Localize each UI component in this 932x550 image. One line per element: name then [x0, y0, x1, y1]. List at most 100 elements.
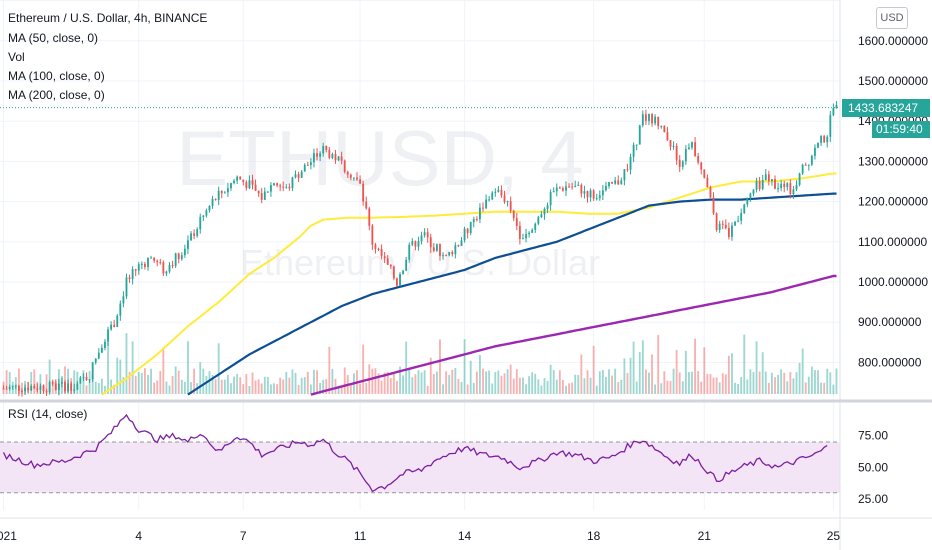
volume-bar	[205, 375, 208, 394]
candle-body	[8, 387, 11, 389]
candle-body	[617, 180, 620, 185]
volume-bar	[399, 366, 401, 394]
volume-bar	[820, 382, 823, 394]
volume-bar	[749, 369, 752, 394]
volume-bar	[832, 384, 835, 394]
volume-bar	[592, 345, 595, 394]
candle-body	[343, 160, 346, 172]
candle-body	[666, 132, 669, 141]
volume-bar	[752, 372, 755, 394]
volume-bar	[534, 373, 537, 394]
currency-button[interactable]: USD	[876, 7, 908, 29]
candle-body	[319, 153, 322, 157]
volume-bar	[359, 383, 361, 394]
volume-bar	[125, 333, 128, 394]
candle-body	[448, 251, 451, 256]
volume-bar	[276, 384, 279, 394]
candle-body	[577, 184, 580, 186]
volume-legend[interactable]: Vol	[8, 50, 25, 64]
volume-bar	[543, 378, 546, 394]
volume-bar	[503, 373, 506, 394]
candle-body	[122, 296, 125, 304]
volume-bar	[721, 373, 724, 394]
volume-bar	[306, 371, 309, 394]
volume-bar	[589, 377, 592, 394]
ma50-legend[interactable]: MA (50, close, 0)	[8, 31, 99, 45]
bar-countdown-label: 01:59:40	[872, 121, 930, 138]
candle-body	[70, 383, 73, 391]
current-price-label: 1433.683247	[842, 99, 930, 117]
volume-bar	[128, 371, 131, 394]
candle-body	[165, 271, 168, 274]
volume-bar	[451, 369, 454, 394]
volume-bar	[45, 374, 48, 394]
candle-body	[316, 153, 318, 157]
candle-body	[162, 262, 165, 274]
volume-bar	[91, 373, 94, 394]
volume-bar	[595, 385, 598, 394]
candle-body	[107, 329, 109, 342]
candle-body	[608, 182, 610, 187]
volume-bar	[190, 382, 192, 394]
candle-body	[57, 383, 60, 390]
candle-body	[706, 177, 709, 188]
volume-bar	[165, 381, 168, 394]
candle-body	[91, 362, 94, 380]
volume-bar	[497, 370, 500, 394]
candle-body	[371, 225, 374, 245]
candle-body	[208, 205, 211, 211]
candle-body	[42, 385, 45, 392]
candle-body	[76, 383, 79, 390]
candle-body	[266, 191, 269, 193]
candle-body	[156, 260, 159, 263]
candle-body	[263, 191, 266, 200]
candle-body	[187, 240, 189, 249]
candle-body	[798, 173, 801, 185]
volume-bar	[515, 369, 518, 394]
candle-body	[632, 144, 635, 157]
watermark: ETHUSD, 4 Ethereum / U.S. Dollar	[176, 114, 600, 283]
rsi-legend[interactable]: RSI (14, close)	[8, 407, 88, 421]
ma200-legend[interactable]: MA (200, close, 0)	[8, 88, 105, 102]
candle-body	[663, 125, 666, 133]
candle-body	[703, 169, 706, 178]
candle-body	[340, 156, 343, 161]
candle-body	[14, 385, 17, 387]
volume-bar	[5, 370, 8, 394]
candle-body	[669, 140, 672, 147]
volume-bar	[266, 377, 269, 394]
volume-bar	[386, 371, 389, 394]
volume-bar	[303, 377, 306, 394]
candle-body	[368, 208, 371, 226]
volume-bar	[285, 371, 288, 394]
candle-body	[558, 187, 561, 189]
candle-body	[297, 174, 300, 178]
candle-body	[5, 388, 8, 390]
volume-bar	[417, 370, 420, 394]
volume-bar	[605, 376, 607, 394]
price-tick-label: 800.000000	[858, 355, 922, 369]
volume-bar	[549, 364, 552, 394]
candle-body	[565, 186, 567, 191]
candle-body	[531, 229, 534, 233]
candle-body	[309, 162, 312, 166]
volume-bar	[82, 370, 85, 394]
volume-bar	[512, 378, 515, 394]
candle-body	[518, 226, 521, 240]
candle-body	[432, 247, 435, 251]
volume-bar	[263, 376, 266, 394]
volume-bar	[153, 382, 156, 394]
candle-body	[814, 147, 816, 156]
volume-bar	[383, 372, 386, 394]
volume-bar	[709, 374, 712, 394]
candle-body	[823, 136, 826, 143]
ma100-legend[interactable]: MA (100, close, 0)	[8, 69, 105, 83]
volume-bar	[727, 355, 730, 394]
candle-body	[752, 189, 755, 194]
time-tick-label: 21	[698, 529, 712, 543]
volume-bar	[168, 385, 171, 394]
rsi-line	[2, 413, 828, 493]
volume-bar	[795, 372, 798, 394]
candle-body	[620, 180, 623, 185]
